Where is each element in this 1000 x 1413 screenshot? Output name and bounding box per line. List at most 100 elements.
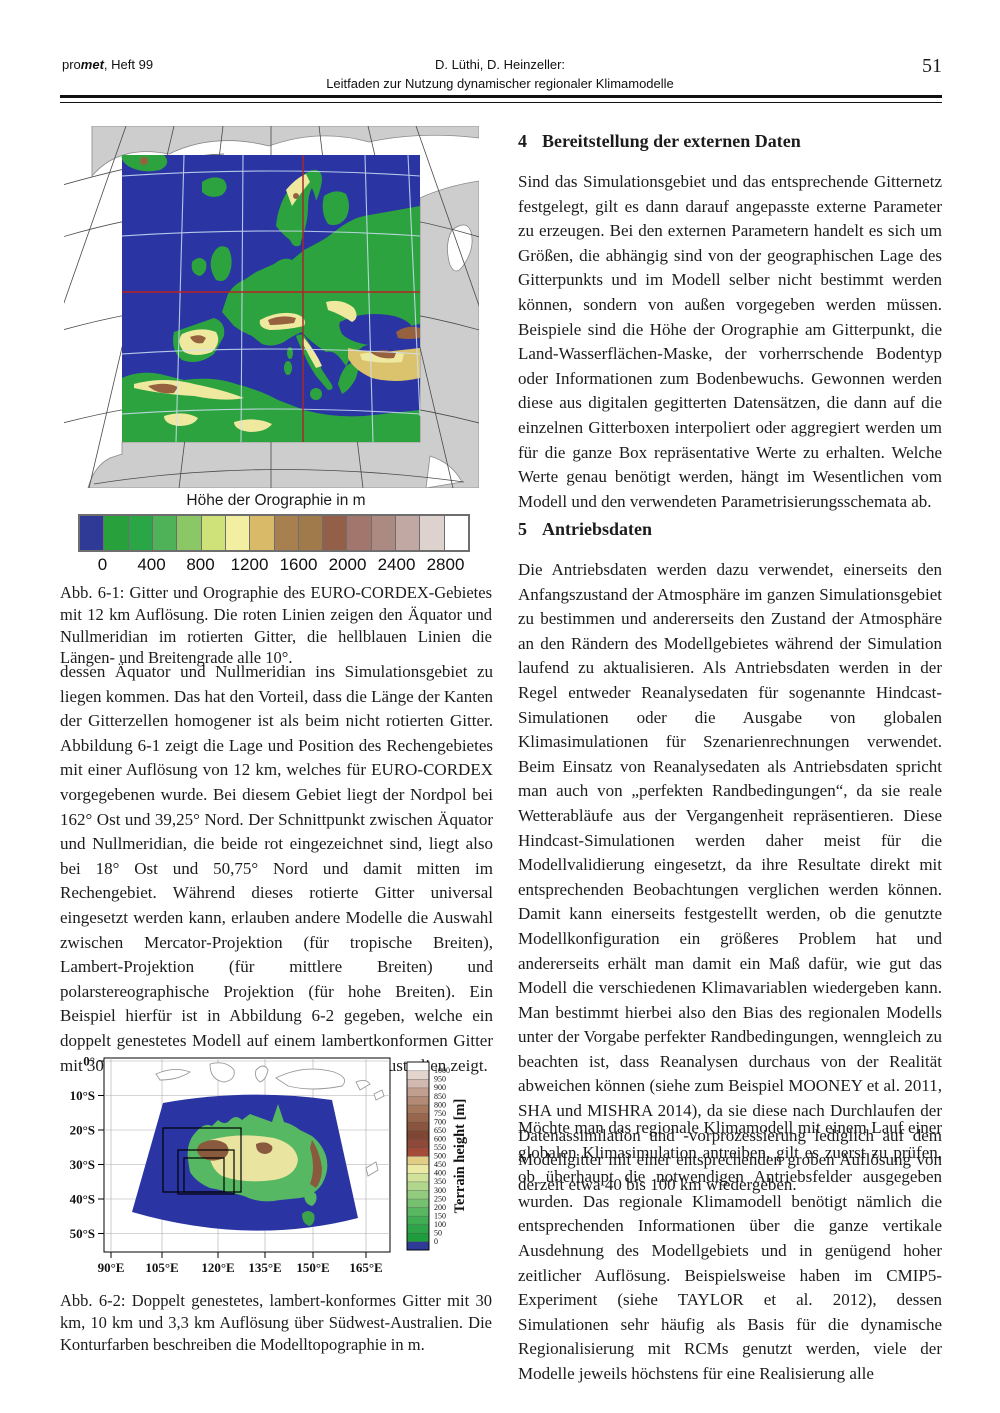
- fig1-colorbar-cell: [371, 516, 397, 550]
- fig2-y-tick-label: 50°S: [70, 1226, 95, 1241]
- fig2-colorbar-cell: [406, 1215, 430, 1225]
- fig2-colorbar-cell: [406, 1198, 430, 1208]
- fig1-colorbar-cell: [396, 516, 421, 550]
- fig2-x-tick-label: 120°E: [201, 1260, 234, 1275]
- fig2-colorbar-cell: [406, 1232, 430, 1242]
- fig1-colorbar-cell: [80, 516, 105, 550]
- fig1-colorbar-cell: [104, 516, 129, 550]
- fig2-colorbar-tick: 650: [434, 1126, 446, 1135]
- fig2-colorbar-tick: 400: [434, 1169, 446, 1178]
- fig2-colorbar-cell: [406, 1224, 430, 1234]
- fig2-y-tick-label: 20°S: [70, 1123, 95, 1138]
- fig2-x-tick-label: 165°E: [349, 1260, 382, 1275]
- header-rule: [60, 95, 942, 103]
- black-sea: [339, 314, 415, 347]
- fig2-colorbar-tick: 600: [434, 1135, 446, 1144]
- journal-issue: , Heft 99: [103, 57, 154, 72]
- fig2-colorbar-tick: 300: [434, 1186, 446, 1195]
- fig2-x-tick-label: 105°E: [145, 1260, 178, 1275]
- left-column-paragraph: dessen Äquator und Nullmeridian ins Simu…: [60, 662, 493, 1075]
- fig2-colorbar-tick: 500: [434, 1152, 446, 1161]
- fig2-colorbar-cell: [406, 1172, 430, 1183]
- fig2-y-tick-label: 40°S: [70, 1192, 95, 1207]
- fig1-colorbar-tick: 800: [186, 555, 215, 574]
- fig1-colorbar-cell: [177, 516, 202, 550]
- fig1-colorbar-tick: 0: [97, 555, 108, 574]
- fig2-colorbar-cell: [406, 1130, 430, 1140]
- fig1-colorbar-title: Höhe der Orographie in m: [186, 492, 366, 509]
- fig1-colorbar-ticks: 0 400 800 1200 1600 2000 2400 2800: [78, 553, 470, 575]
- fig2-y-tick-label: 0°: [83, 1054, 95, 1069]
- fig2-colorbar-cell: [406, 1078, 430, 1089]
- outside-land: [87, 126, 479, 488]
- fig2-colorbar-cell: [406, 1164, 430, 1174]
- fig2-colorbar-tick: 150: [434, 1211, 446, 1220]
- section5-paragraph1: Die Antriebsdaten werden dazu verwendet,…: [518, 560, 942, 1194]
- journal-prefix: pro: [62, 57, 81, 72]
- section4-paragraph: Sind das Simulationsgebiet und das entsp…: [518, 172, 942, 511]
- fig1-colorbar-tick: 2400: [377, 555, 416, 574]
- fig2-colorbar-cell: [406, 1241, 430, 1251]
- figure-australia-map: 1000950900850800750700650600550500450400…: [70, 1054, 468, 1276]
- fig2-colorbar-cell: [406, 1207, 430, 1217]
- fig2-colorbar-frame: [406, 1061, 430, 1251]
- fig1-colorbar-tick: 1600: [279, 555, 318, 574]
- figure-euro-cordex-map: [64, 126, 479, 488]
- fig2-colorbar-tick: 900: [434, 1083, 446, 1092]
- journal-name-emphasis: met: [80, 57, 104, 72]
- fig2-colorbar-cell: [406, 1138, 430, 1148]
- fig2-colorbar-tick: 750: [434, 1109, 446, 1118]
- fig2-colorbar-cell: [406, 1113, 430, 1123]
- fig2-axis-labels: 0° 10°S 20°S 30°S 40°S 50°S 90°E 105°E 120°E 135°…: [70, 1054, 383, 1276]
- fig1-colorbar-cell: [323, 516, 348, 550]
- fig2-colorbar-tick: 100: [434, 1220, 446, 1229]
- nested-domains: [162, 1127, 242, 1195]
- fig1-colorbar-tick: 1200: [230, 555, 269, 574]
- fig1-colorbar-cell: [420, 516, 445, 550]
- header-authors: D. Lüthi, D. Heinzeller:: [434, 57, 566, 72]
- fig2-x-tick-label: 150°E: [296, 1260, 329, 1275]
- fig2-colorbar-tick: 1000: [434, 1066, 450, 1075]
- page-number: 51: [922, 55, 942, 77]
- section4-title: Bereitstellung der externen Daten: [542, 131, 801, 151]
- header-center: D. Lüthi, D. Heinzeller: Leitfaden zur N…: [0, 55, 1000, 93]
- fig2-colorbar-cell: [406, 1087, 430, 1097]
- fig2-colorbar-cell: [406, 1155, 430, 1166]
- fig2-colorbar-tick: 250: [434, 1194, 446, 1203]
- section5-number: 5: [518, 519, 527, 539]
- fig1-colorbar-cell: [444, 516, 468, 550]
- fig2-colorbar-tick: 800: [434, 1100, 446, 1109]
- fig2-colorbar-tick: 450: [434, 1160, 446, 1169]
- fig1-colorbar-tick: 400: [137, 555, 166, 574]
- fig1-colorbar-cell: [128, 516, 153, 550]
- fig1-colorbar-tick: 2000: [328, 555, 367, 574]
- fig2-colorbar-tick: 700: [434, 1117, 446, 1126]
- fig2-colorbar-cell: [406, 1070, 430, 1080]
- model-domain: [121, 154, 421, 443]
- domain-10km: [177, 1149, 235, 1195]
- outside-coastlines: [155, 1062, 385, 1177]
- fig2-colorbar-cell: [406, 1061, 430, 1072]
- fig2-y-tick-label: 30°S: [70, 1157, 95, 1172]
- fig2-colorbar-tick: 0: [434, 1237, 438, 1246]
- fig2-y-tick-label: 10°S: [70, 1088, 95, 1103]
- fig1-colorbar: [78, 514, 470, 552]
- fig2-x-tick-label: 90°E: [98, 1260, 125, 1275]
- fig1-colorbar-cell: [274, 516, 299, 550]
- fig2-colorbar-tick: 200: [434, 1203, 446, 1212]
- domain-3km: [183, 1157, 225, 1193]
- fig2-colorbar-cell: [406, 1190, 430, 1200]
- section5-title: Antriebsdaten: [542, 519, 653, 539]
- fig1-colorbar-cell: [152, 516, 178, 550]
- fig1-colorbar-cell: [250, 516, 275, 550]
- journal-name: promet, Heft 99: [62, 57, 153, 72]
- fig2-colorbar-tick: 350: [434, 1177, 446, 1186]
- fig2-x-tick-label: 135°E: [248, 1260, 281, 1275]
- fig2-colorbar-tick: 550: [434, 1143, 446, 1152]
- section5-heading: 5 Antriebsdaten: [518, 519, 942, 540]
- fig2-colorbar-cell: [406, 1096, 430, 1106]
- fig1-colorbar-cell: [201, 516, 226, 550]
- figure2-caption: Abb. 6-2: Doppelt genestetes, lambert-ko…: [60, 1291, 492, 1354]
- fig1-colorbar-cell: [225, 516, 251, 550]
- elevation-brown: [140, 157, 420, 394]
